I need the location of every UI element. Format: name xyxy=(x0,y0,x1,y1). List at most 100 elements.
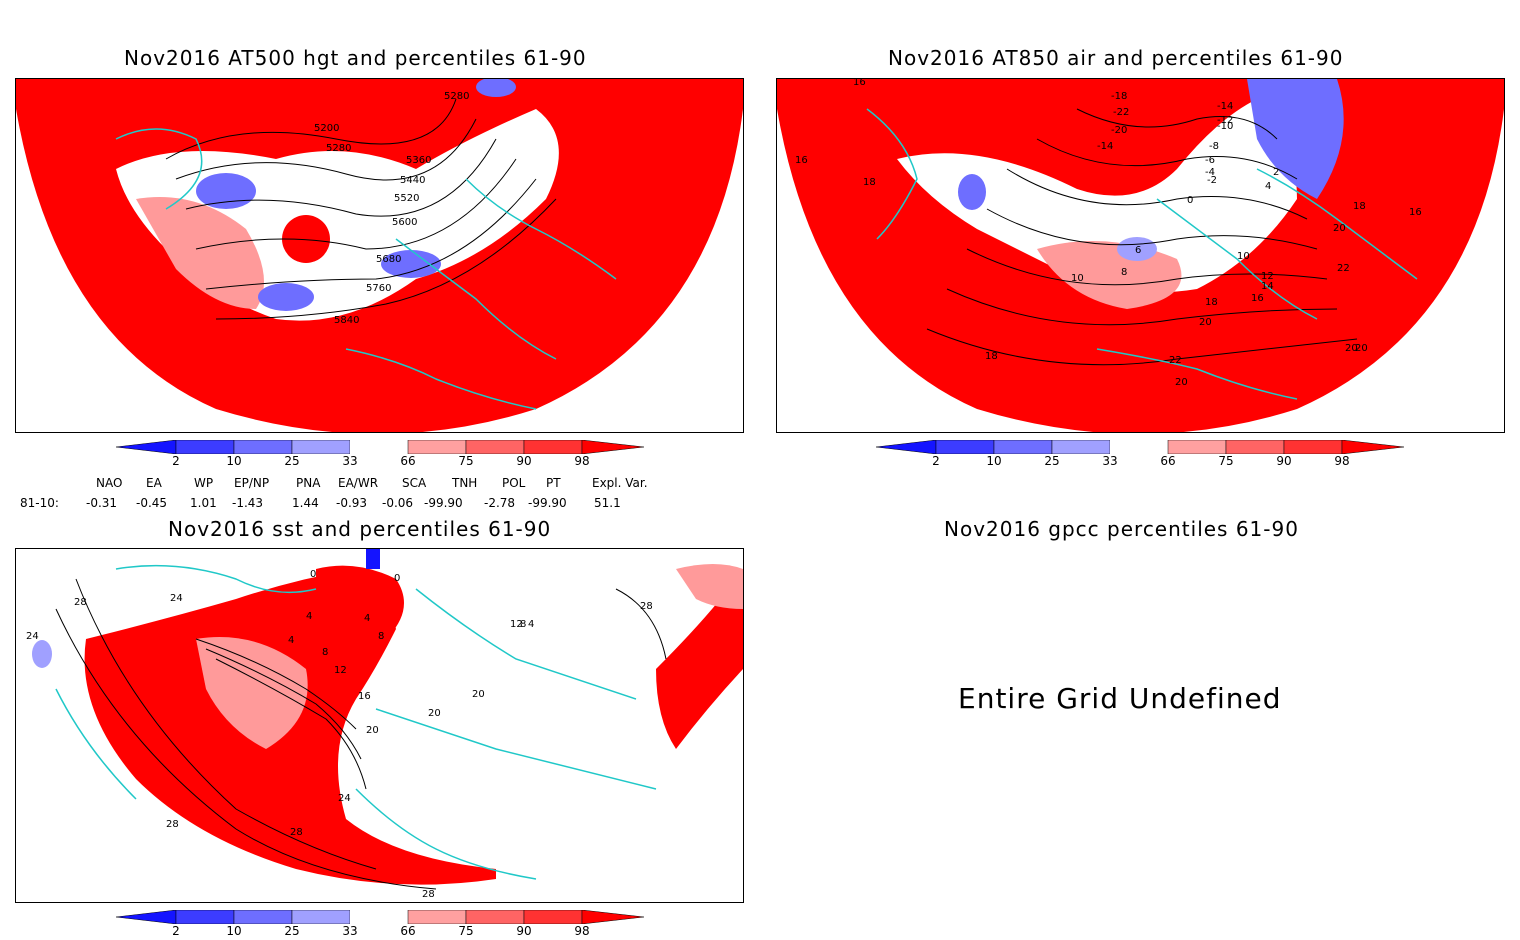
colorbar-label: 66 xyxy=(400,454,416,468)
contour-labels: 16 16 18 -18 -22 -20 -14 -14 -12 -10 -8 … xyxy=(795,79,1422,388)
contour-label: 8 xyxy=(520,619,526,630)
panel-title-hgt: Nov2016 AT500 hgt and percentiles 61-90 xyxy=(124,46,587,70)
ocean-pink-east xyxy=(676,564,743,609)
contour-label: 20 xyxy=(428,708,441,719)
blue-anomaly-4 xyxy=(476,79,516,97)
colorbar-label: 75 xyxy=(1218,454,1234,468)
contour-label: 28 xyxy=(166,819,179,830)
contour-label: 4 xyxy=(528,619,534,630)
contour-label: 20 xyxy=(1355,343,1368,354)
contour-label: 20 xyxy=(366,725,379,736)
contour-label: 14 xyxy=(1261,281,1274,292)
contour-label: 12 xyxy=(1261,271,1274,282)
ocean-red-east xyxy=(656,569,743,749)
contour-label: 5840 xyxy=(334,315,359,326)
colorbar-label: 66 xyxy=(400,924,416,938)
contour-label: 4 xyxy=(306,611,312,622)
contour-label: -22 xyxy=(1113,107,1129,118)
contour-label: -18 xyxy=(1111,91,1127,102)
contour-label: 24 xyxy=(26,631,39,642)
contour-label: 24 xyxy=(338,793,351,804)
contour-label: 10 xyxy=(1071,273,1084,284)
index-value: -0.45 xyxy=(136,496,168,510)
red-anomaly-core xyxy=(282,215,330,263)
map-air-svg: 16 16 18 -18 -22 -20 -14 -14 -12 -10 -8 … xyxy=(777,79,1504,432)
contour-label: 28 xyxy=(640,601,653,612)
percentile-pink-region xyxy=(196,637,308,749)
colorbar-label: 25 xyxy=(1044,454,1060,468)
contour-label: -14 xyxy=(1217,101,1233,112)
colorbar-label: 10 xyxy=(986,454,1002,468)
contour-label: -10 xyxy=(1217,121,1233,132)
teleconnection-indices: NAO EA WP EP/NP PNA EA/WR SCA TNH POL PT… xyxy=(20,476,720,512)
colorbar-label: 10 xyxy=(226,924,242,938)
contour-label: 0 xyxy=(1187,195,1193,206)
coastlines xyxy=(866,108,1418,400)
colorbar-label: 66 xyxy=(1160,454,1176,468)
contour-label: 5680 xyxy=(376,254,401,265)
contour-label: -4 xyxy=(1205,167,1215,178)
index-header: EA xyxy=(146,476,162,490)
contour-label: 18 xyxy=(863,177,876,188)
colorbar-label: 2 xyxy=(172,924,180,938)
colorbar-label: 75 xyxy=(458,454,474,468)
index-header: Expl. Var. xyxy=(592,476,648,490)
contour-label: 10 xyxy=(1237,251,1250,262)
colorbar-svg xyxy=(116,910,644,924)
contour-label: 16 xyxy=(795,155,808,166)
contour-label: -8 xyxy=(1209,141,1219,152)
contour-label: 24 xyxy=(170,593,183,604)
contour-label: 16 xyxy=(358,691,371,702)
contour-label: 16 xyxy=(853,79,866,88)
index-header: POL xyxy=(502,476,526,490)
colorbar-svg xyxy=(876,440,1404,454)
contour-label: -12 xyxy=(1217,115,1233,126)
contour-label: 2 xyxy=(1273,167,1279,178)
contour-labels: 5280 5200 5280 5360 5440 5520 5600 5680 … xyxy=(314,91,469,326)
index-row-label: 81-10: xyxy=(20,496,59,510)
contour-label: 5280 xyxy=(444,91,469,102)
colorbar-label: 98 xyxy=(574,924,590,938)
blue-anomaly-west xyxy=(958,174,986,210)
index-value: 1.01 xyxy=(190,496,217,510)
blue-anomaly-2 xyxy=(258,283,314,311)
contour-label: 22 xyxy=(1169,355,1182,366)
index-header: NAO xyxy=(96,476,123,490)
index-header: WP xyxy=(194,476,214,490)
coastlines xyxy=(115,128,617,410)
map-hgt-svg: 5280 5200 5280 5360 5440 5520 5600 5680 … xyxy=(16,79,743,432)
contour-label: 20 xyxy=(1199,317,1212,328)
colorbar-label: 90 xyxy=(1276,454,1292,468)
sst-contours xyxy=(55,578,667,890)
index-header: PT xyxy=(546,476,561,490)
contour-label: 8 xyxy=(322,647,328,658)
index-header: PNA xyxy=(296,476,321,490)
contour-label: 20 xyxy=(472,689,485,700)
map-panel-sst: 28 24 24 0 0 4 4 4 8 8 12 16 20 20 20 24… xyxy=(15,548,744,903)
map-sst-svg: 28 24 24 0 0 4 4 4 8 8 12 16 20 20 20 24… xyxy=(26,549,743,900)
colorbar-label: 33 xyxy=(342,454,358,468)
contour-label: -20 xyxy=(1111,125,1127,136)
colorbar-label: 33 xyxy=(342,924,358,938)
contour-label: 16 xyxy=(1251,293,1264,304)
contour-label: 0 xyxy=(394,573,400,584)
map-panel-air: 16 16 18 -18 -22 -20 -14 -14 -12 -10 -8 … xyxy=(776,78,1505,433)
colorbar-label: 25 xyxy=(284,454,300,468)
contour-label: 5760 xyxy=(366,283,391,294)
contour-label: 28 xyxy=(290,827,303,838)
panel-title-sst: Nov2016 sst and percentiles 61-90 xyxy=(168,517,552,541)
undefined-grid-message: Entire Grid Undefined xyxy=(958,682,1282,715)
contour-label: 5280 xyxy=(326,143,351,154)
colorbar-label: 98 xyxy=(574,454,590,468)
coastlines xyxy=(55,564,657,880)
blue-anomaly xyxy=(32,640,52,668)
blue-anomaly-1 xyxy=(196,173,256,209)
contour-label: 5200 xyxy=(314,123,339,134)
blue-anomaly-3 xyxy=(381,250,441,278)
panel-title-gpcc: Nov2016 gpcc percentiles 61-90 xyxy=(944,517,1299,541)
colorbar-label: 10 xyxy=(226,454,242,468)
index-value: -1.43 xyxy=(232,496,264,510)
contour-labels: 28 24 24 0 0 4 4 4 8 8 12 16 20 20 20 24… xyxy=(26,569,653,900)
colorbar-svg xyxy=(116,440,644,454)
blue-anomaly-top xyxy=(366,549,380,569)
